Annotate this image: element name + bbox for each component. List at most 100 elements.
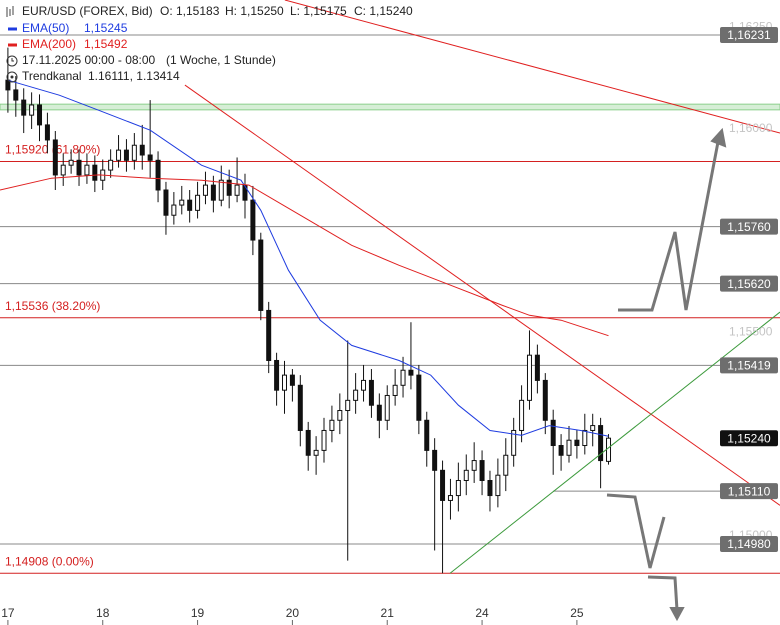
candle-body [37, 104, 43, 126]
candle-body [68, 159, 74, 166]
candle-body [92, 164, 98, 181]
legend-label: EMA(200) [22, 37, 76, 51]
candle-body [60, 164, 66, 176]
candle-body [13, 89, 19, 101]
candle-body [487, 480, 493, 497]
candle-body [155, 159, 161, 191]
candle-body [108, 159, 114, 171]
scenario-arrows [606, 127, 727, 622]
price-level-box [720, 483, 778, 500]
candle-body [392, 384, 398, 396]
candle-body [266, 309, 272, 361]
candle-body [305, 429, 311, 456]
legend: EUR/USD (FOREX, Bid) O: 1,15183 H: 1,152… [6, 4, 413, 83]
candle-body [495, 474, 501, 497]
candle-body [163, 189, 169, 216]
candle-body [234, 184, 240, 196]
arrow-head [710, 127, 727, 148]
candle-body [400, 369, 406, 386]
x-tick-label: 24 [475, 606, 489, 620]
price-level-label: 1,14980 [727, 537, 771, 551]
candle-body [376, 404, 382, 421]
zone [0, 103, 780, 111]
candle-body [503, 454, 509, 476]
candle-body [171, 204, 177, 216]
y-tick-label: 1,15500 [729, 325, 773, 339]
candle-body [408, 369, 414, 376]
candle-body [416, 374, 422, 421]
fib-label: 1,15920 (61.80%) [5, 143, 100, 157]
candle-body [321, 429, 327, 451]
candle-body [329, 419, 335, 431]
x-tick-label: 25 [570, 606, 584, 620]
candle-body [455, 480, 461, 497]
ohlc-close: C: 1,15240 [354, 4, 413, 18]
candle-body [195, 194, 201, 211]
price-level-box [720, 275, 778, 292]
candle-body [447, 495, 453, 501]
candle-body [179, 199, 185, 206]
candle-body [21, 99, 27, 116]
ema-line [0, 174, 609, 337]
candle-body [187, 199, 193, 211]
clock-icon [6, 55, 18, 67]
candle-body [84, 164, 90, 176]
candle-body [432, 449, 438, 471]
legend-label: EMA(50) [22, 21, 69, 35]
candle-body [250, 199, 256, 241]
candle-body [123, 149, 129, 161]
candle-body [218, 179, 224, 201]
price-level-box [720, 26, 778, 43]
candle-body [361, 379, 367, 391]
price-level-label: 1,15419 [727, 359, 771, 373]
candle-body [424, 419, 430, 451]
candle-body [258, 239, 264, 311]
candle-body [274, 359, 280, 391]
candle-body [519, 399, 525, 431]
ohlc-high: H: 1,15250 [225, 4, 284, 18]
x-tick-label: 20 [286, 606, 300, 620]
current-price-label: 1,15240 [727, 431, 771, 445]
current-price-box [720, 430, 778, 447]
scenario-down-path [606, 493, 666, 569]
candle-body [606, 437, 612, 462]
x-tick-label: 17 [1, 606, 15, 620]
arrow-head [669, 607, 685, 622]
fib-label: 1,15536 (38.20%) [5, 299, 100, 313]
ema-line [7, 79, 609, 437]
candle-body [226, 179, 232, 196]
candle-body [526, 354, 532, 401]
legend-value: 1,15492 [84, 37, 128, 51]
ohlc-low: L: 1,15175 [290, 4, 347, 18]
ohlc-open: O: 1,15183 [160, 4, 220, 18]
symbol-icon [6, 6, 14, 17]
candle-body [281, 374, 287, 391]
clock-icon [11, 58, 14, 62]
candle-body [242, 184, 248, 201]
price-level-label: 1,15620 [727, 277, 771, 291]
price-level-box [720, 218, 778, 235]
x-tick-label: 18 [96, 606, 110, 620]
candle-body [313, 449, 319, 456]
candle-body [582, 429, 588, 447]
candle-body [566, 439, 572, 456]
candle-body [558, 445, 564, 456]
candle-body [345, 399, 351, 412]
axis-layer: 1,162501,160001,155001,150001,162311,157… [1, 19, 778, 625]
candle-body [471, 460, 477, 471]
candle-body [297, 384, 303, 431]
candle-body [131, 144, 137, 161]
trendline [284, 0, 780, 134]
candle-body [202, 184, 208, 196]
candle-body [76, 159, 82, 176]
candle-body [210, 184, 216, 201]
x-tick-label: 19 [191, 606, 205, 620]
candle-body [534, 354, 540, 381]
scenario-up-path [618, 141, 720, 312]
candle-body [44, 124, 50, 141]
target-icon [10, 75, 14, 79]
candle-body [368, 379, 374, 406]
interval: (1 Woche, 1 Stunde) [166, 53, 276, 67]
candle-body [353, 389, 359, 401]
